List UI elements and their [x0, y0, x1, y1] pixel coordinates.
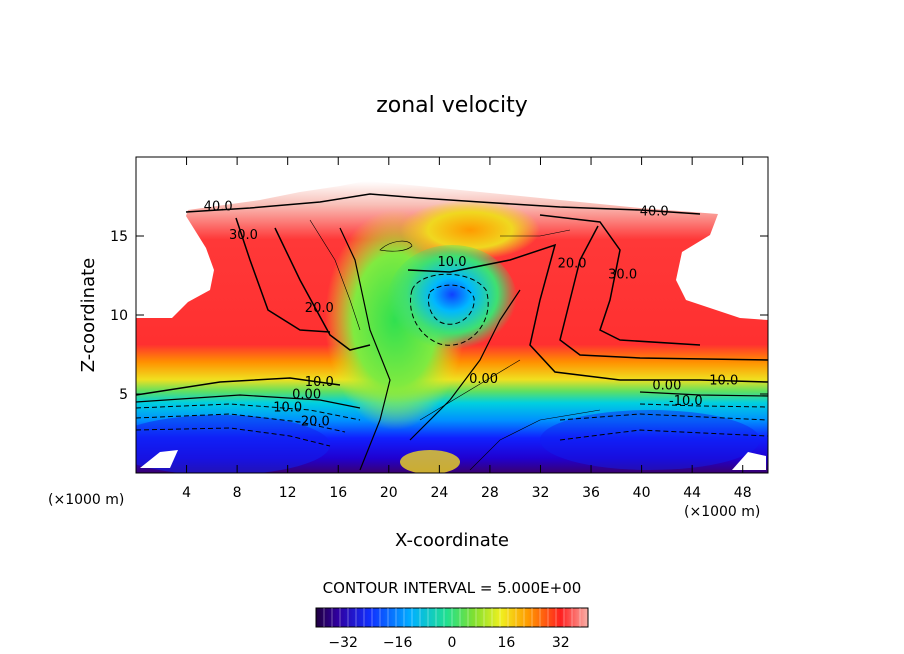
contour-label: 0.00: [652, 378, 681, 393]
x-tick-label: 36: [582, 485, 600, 501]
y-axis: 5 10 15: [110, 229, 768, 403]
y-tick-label: 10: [110, 308, 128, 324]
contour-label: -10.0: [669, 394, 703, 409]
contour-label: 40.0: [640, 204, 669, 219]
y-tick-label: 15: [110, 229, 128, 245]
x-axis: 4 8 12 16 20 24 28 32 36 40 44 48: [182, 157, 752, 501]
x-tick-label: 8: [233, 485, 242, 501]
contour-label: 10.0: [273, 400, 302, 415]
contour-labels: 40.0 40.030.030.020.020.010.010.0 10.010.0…: [204, 200, 739, 430]
contour-label: 20.0: [558, 257, 587, 272]
x-axis-label: X-coordinate: [395, 530, 509, 551]
colorbar: [315, 607, 589, 628]
contour-label: 40.0: [204, 200, 233, 215]
y-tick-label: 5: [119, 387, 128, 403]
contour-40: [185, 193, 701, 215]
negative-contours: [136, 273, 768, 447]
x-tick-label: 40: [633, 485, 651, 501]
contour-0: [136, 227, 768, 471]
colorbar-tick-label: 32: [552, 635, 570, 651]
x-tick-label: 44: [683, 485, 701, 501]
x-tick-label: 24: [430, 485, 448, 501]
colorbar-tick-label: −32: [328, 635, 358, 651]
x-tick-label: 32: [532, 485, 550, 501]
contour-label: 30.0: [229, 228, 258, 243]
contour-label: 10.0: [305, 375, 334, 390]
y-axis-label: Z-coordinate: [78, 258, 99, 373]
colorbar-tick-label: −16: [383, 635, 413, 651]
thin-contours: [309, 219, 601, 471]
contour-label: -20.0: [296, 415, 330, 430]
lower-left-lobe: [136, 415, 330, 473]
contour-label: 30.0: [608, 268, 637, 283]
yellow-glow: [400, 200, 540, 260]
contour-0b: [409, 289, 521, 441]
x-tick-label: 12: [279, 485, 297, 501]
colorbar-tick-label: 16: [497, 635, 515, 651]
x-tick-label: 4: [182, 485, 191, 501]
chart-title: zonal velocity: [376, 93, 528, 118]
x-tick-label: 20: [380, 485, 398, 501]
contour-20: [274, 225, 768, 361]
x-axis-unit: (×1000 m): [48, 492, 124, 508]
contour-label: 0.00: [469, 372, 498, 387]
colorbar-tick-label: 0: [448, 635, 457, 651]
bottom-left-gap: [140, 450, 178, 468]
contour-lines: [136, 193, 768, 471]
lower-right-lobe: [540, 410, 760, 470]
x-tick-label: 16: [329, 485, 347, 501]
bottom-right-gap: [732, 452, 766, 470]
colorbar-ticks: −32 −16 0 16 32: [328, 635, 569, 651]
plot-area: [136, 181, 768, 473]
x-tick-label: 48: [734, 485, 752, 501]
colorbar-stripes: [323, 608, 581, 627]
upper-jet-core: [387, 245, 517, 355]
contour-interval-text: CONTOUR INTERVAL = 5.000E+00: [323, 579, 582, 597]
contour-30: [235, 214, 701, 346]
y-axis-unit: (×1000 m): [684, 504, 760, 520]
x-tick-label: 28: [481, 485, 499, 501]
contour-label: 20.0: [305, 301, 334, 316]
lower-center-yellow: [400, 450, 460, 473]
contour-label: 10.0: [709, 374, 738, 389]
contour-label: 10.0: [438, 255, 467, 270]
contour-label: 0.00: [292, 388, 321, 403]
contour-10: [136, 243, 768, 396]
